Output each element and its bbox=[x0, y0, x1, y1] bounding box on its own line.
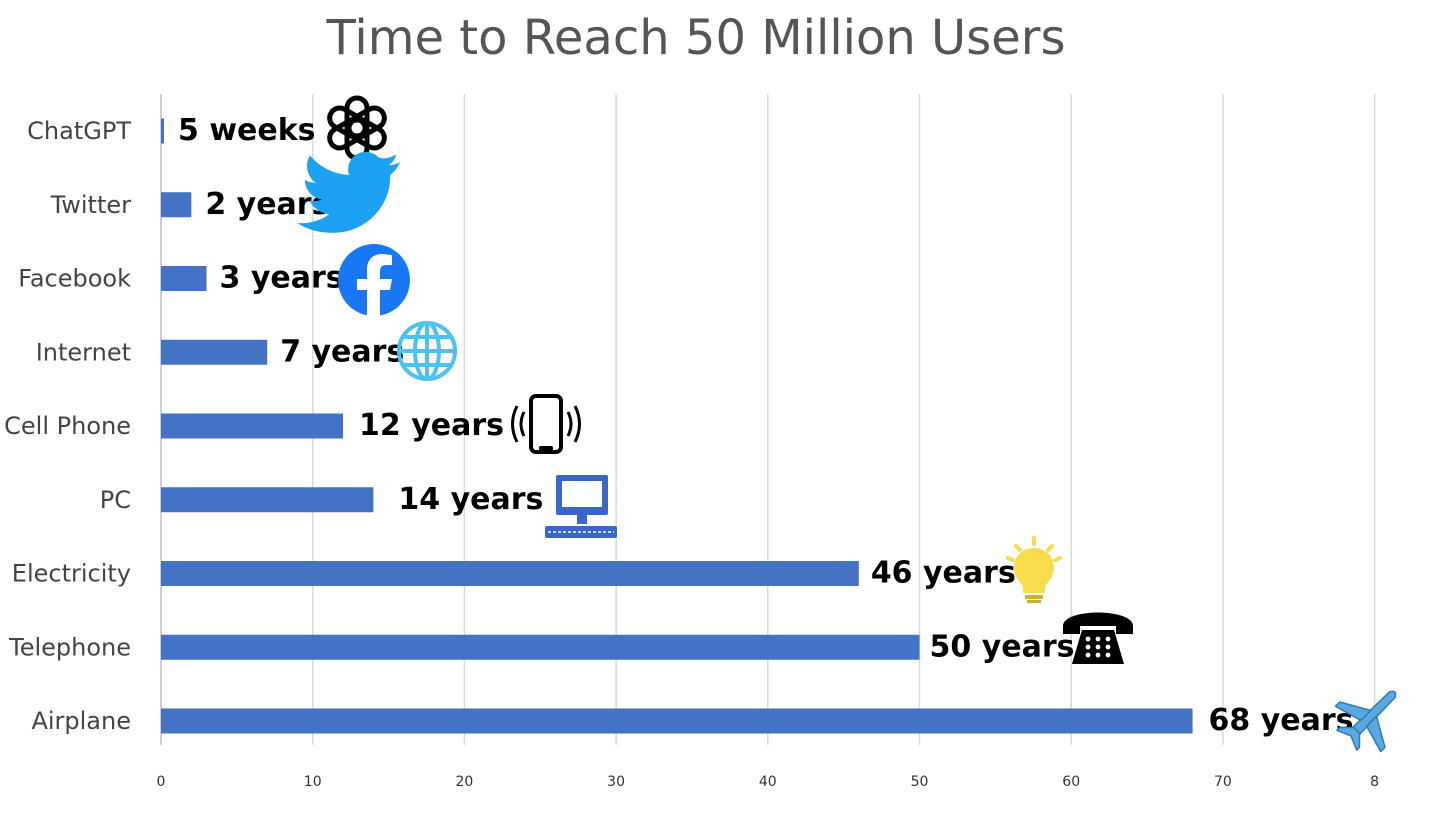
openai-logo-icon bbox=[327, 95, 387, 161]
data-label: 46 years bbox=[871, 556, 1016, 591]
bar-telephone bbox=[161, 634, 920, 660]
bar-cell-phone bbox=[161, 413, 344, 439]
bar-facebook bbox=[161, 266, 207, 291]
data-label: 5 weeks bbox=[178, 113, 316, 148]
category-label: Internet bbox=[36, 338, 131, 366]
bar-electricity bbox=[161, 561, 859, 586]
bars bbox=[161, 118, 1193, 734]
x-tick-label: 10 bbox=[304, 774, 322, 790]
airplane-icon bbox=[1334, 690, 1397, 753]
labels: 0 10 20 30 40 50 60 70 8 ChatGPT 5 weeks Twitter 2 y… bbox=[4, 113, 1379, 790]
x-tick-label: 50 bbox=[911, 774, 929, 790]
category-label: Electricity bbox=[12, 560, 131, 588]
category-label: ChatGPT bbox=[27, 117, 131, 145]
facebook-logo-icon bbox=[338, 244, 410, 316]
data-label: 7 years bbox=[280, 334, 404, 369]
x-tick-label: 8 bbox=[1370, 774, 1379, 790]
category-label: Twitter bbox=[50, 191, 132, 219]
x-tick-label: 60 bbox=[1062, 774, 1080, 790]
chart-title: Time to Reach 50 Million Users bbox=[326, 10, 1066, 66]
data-label: 12 years bbox=[359, 408, 504, 443]
bar-airplane bbox=[161, 708, 1193, 734]
x-tick-label: 40 bbox=[759, 774, 777, 790]
data-label: 3 years bbox=[220, 261, 344, 296]
twitter-bird-icon bbox=[297, 151, 400, 233]
category-label: Telephone bbox=[8, 633, 131, 661]
category-label: Airplane bbox=[31, 707, 131, 735]
data-label: 2 years bbox=[205, 187, 329, 222]
category-label: PC bbox=[100, 486, 131, 514]
x-tick-label: 0 bbox=[157, 774, 166, 790]
bar-internet bbox=[161, 339, 268, 365]
x-tick-label: 30 bbox=[607, 774, 625, 790]
x-tick-label: 70 bbox=[1214, 774, 1232, 790]
bar-pc bbox=[161, 487, 374, 513]
data-label: 14 years bbox=[398, 482, 543, 517]
icons bbox=[297, 95, 1397, 753]
bar-chatgpt bbox=[161, 118, 164, 144]
desktop-computer-icon bbox=[545, 475, 617, 538]
data-label: 68 years bbox=[1209, 703, 1354, 738]
category-label: Facebook bbox=[18, 265, 131, 293]
light-bulb-icon bbox=[1006, 536, 1062, 603]
data-label: 50 years bbox=[930, 629, 1075, 664]
telephone-icon bbox=[1063, 612, 1133, 664]
bar-twitter bbox=[161, 192, 192, 218]
x-tick-label: 20 bbox=[455, 774, 473, 790]
mobile-phone-icon bbox=[511, 394, 581, 454]
category-label: Cell Phone bbox=[4, 412, 131, 440]
globe-icon bbox=[397, 321, 457, 381]
